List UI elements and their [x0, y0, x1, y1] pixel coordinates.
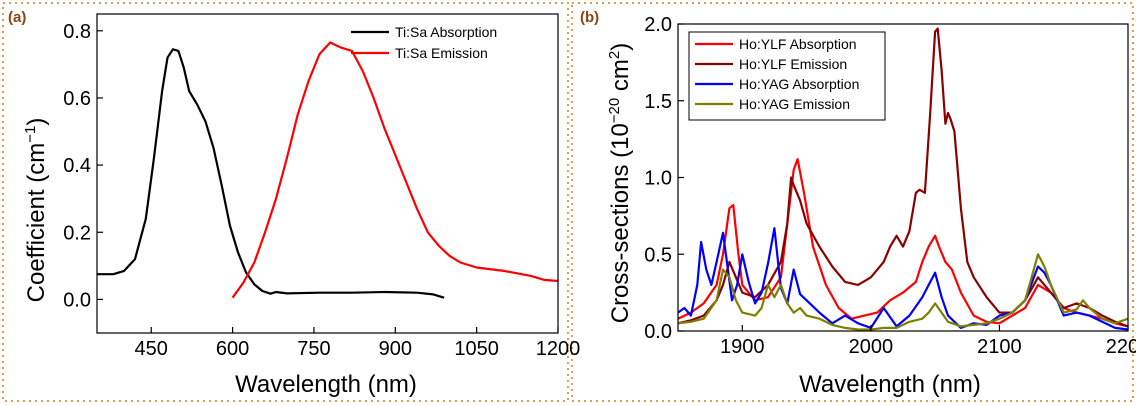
y-axis-label-b: Cross-sections (10−20 cm2)	[606, 43, 634, 324]
ticks-a: 450 600 750 900 1050 1200 0.0 0.2 0.4 0.6 0.8	[63, 21, 580, 360]
plot-area-b	[677, 23, 1129, 332]
y-tick-label: 0.8	[63, 21, 91, 43]
series-line-ti-sa-emission	[231, 41, 558, 299]
series-line-ho-ylf-absorption	[678, 158, 1128, 328]
y-tick-label: 1.0	[644, 168, 672, 190]
x-tick-label: 1050	[454, 338, 499, 360]
y-tick-label: 0.4	[63, 155, 91, 177]
legend-entry-label: Ho:YAG Emission	[739, 96, 850, 112]
x-tick-label: 900	[379, 338, 412, 360]
x-tick-label: 600	[216, 338, 249, 360]
panel-a-frame	[2, 2, 569, 402]
chart-panel-a: (a) 450 600 750 900 1050 12000.00.20.40.60.8 …	[8, 9, 580, 398]
x-tick-label: 2000	[849, 336, 894, 358]
x-tick-label: 1200	[536, 338, 581, 360]
y-tick-label: 0.6	[63, 88, 91, 110]
x-axis-label-b: Wavelength (nm)	[799, 371, 981, 398]
axes-frame	[96, 13, 559, 334]
series-line-ti-sa-absorption	[97, 48, 445, 299]
x-tick-label: 750	[297, 338, 330, 360]
legend-entry-label: Ho:YLF Emission	[739, 56, 847, 72]
legend-entry-label: Ho:YAG Absorption	[739, 76, 859, 92]
legend-a: Ti:Sa Absorption Ti:Sa Emission	[351, 24, 497, 61]
x-tick-label: 450	[135, 338, 168, 360]
legend-frame	[688, 31, 886, 121]
y-tick-label: 2.0	[644, 14, 672, 36]
y-tick-label: 0.0	[644, 321, 672, 343]
panel-a-label: (a)	[8, 9, 26, 26]
series-line-ho-yag-emission	[678, 253, 1128, 331]
y-axis-label-a: Coefficient (cm−1)	[22, 118, 50, 303]
y-tick-label: 0.0	[63, 289, 91, 311]
y-tick-label: 1.5	[644, 91, 672, 113]
legend-entry-label: Ti:Sa Absorption	[395, 24, 497, 40]
plot-area-a	[96, 13, 559, 334]
legend-entry-label: Ti:Sa Emission	[395, 45, 488, 61]
y-tick-label: 0.5	[644, 244, 672, 266]
series-line-ho-yag-absorption	[678, 227, 1128, 331]
x-axis-label-a: Wavelength (nm)	[235, 371, 417, 398]
legend-entry-label: Ho:YLF Absorption	[739, 36, 857, 52]
panel-b-label: (b)	[580, 9, 599, 26]
x-tick-label: 1900	[720, 336, 765, 358]
y-tick-label: 0.2	[63, 222, 91, 244]
x-tick-label: 2100	[977, 336, 1022, 358]
legend-b: Ho:YLF Absorption Ho:YLF Emission Ho:YAG A…	[688, 31, 886, 121]
